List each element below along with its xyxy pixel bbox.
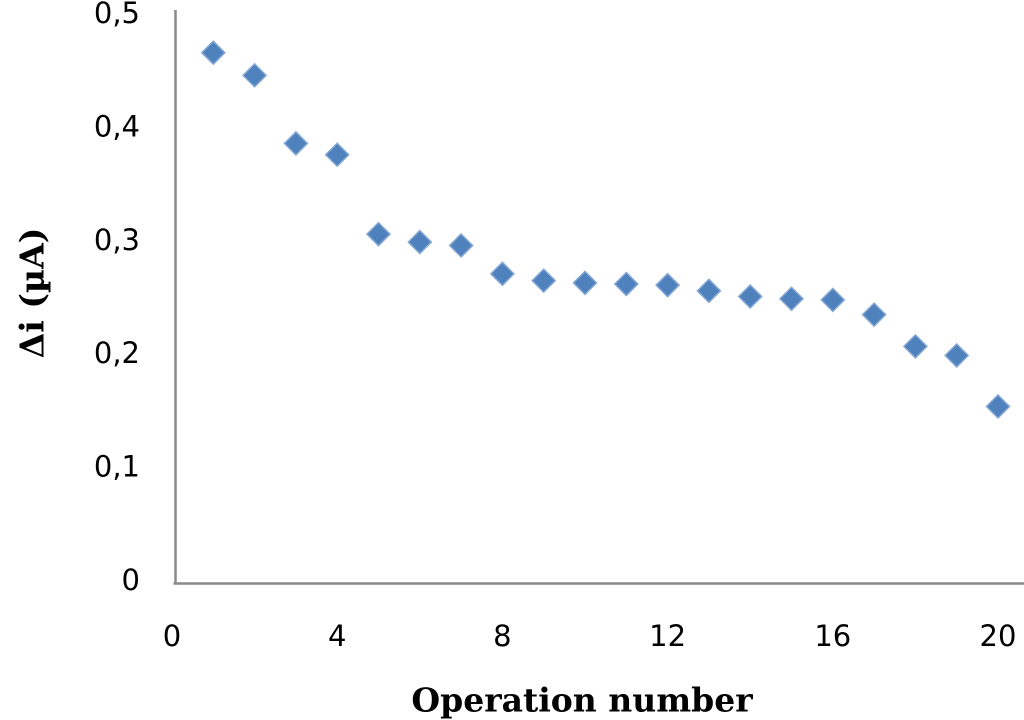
data-point	[696, 278, 722, 304]
x-tick-label: 0	[163, 619, 181, 653]
y-tick-label: 0,4	[94, 109, 140, 143]
x-tick-label: 16	[814, 619, 851, 653]
data-point	[407, 229, 433, 255]
x-tick-label: 12	[649, 619, 686, 653]
data-point	[283, 130, 309, 156]
data-point	[324, 142, 350, 168]
x-tick-label: 4	[328, 619, 346, 653]
data-point	[778, 286, 805, 312]
data-point	[448, 232, 474, 259]
data-point	[902, 333, 928, 359]
data-point	[365, 221, 392, 247]
y-tick-label: 0,5	[94, 0, 140, 30]
data-point	[737, 283, 763, 310]
data-point	[655, 272, 681, 298]
data-point	[489, 261, 515, 287]
y-axis-title: Δi (µA)	[12, 227, 52, 359]
y-tick-label: 0	[122, 563, 140, 597]
data-point	[820, 287, 846, 313]
data-point	[242, 62, 268, 88]
data-point	[613, 271, 639, 297]
x-tick-label: 20	[980, 619, 1017, 653]
data-point	[944, 342, 970, 369]
y-tick-label: 0,2	[94, 336, 140, 370]
data-point	[985, 393, 1011, 420]
y-tick-label: 0,3	[94, 223, 140, 257]
data-point	[572, 270, 598, 296]
x-tick-label: 8	[493, 619, 511, 653]
data-point	[200, 40, 226, 66]
data-point	[861, 302, 887, 328]
y-tick-label: 0,1	[94, 450, 140, 484]
data-point	[531, 268, 557, 294]
x-axis-title: Operation number	[411, 680, 753, 720]
